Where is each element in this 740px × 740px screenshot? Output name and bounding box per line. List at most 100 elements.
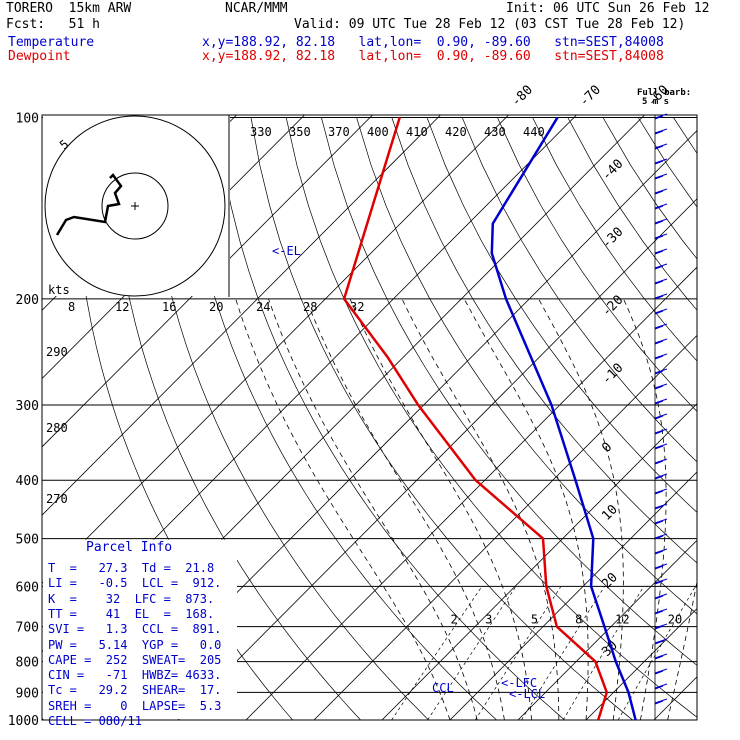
- moist-adiabat: [623, 298, 667, 720]
- isotherm-line: [722, 115, 740, 720]
- wind-barb: [654, 488, 668, 495]
- parcel-info-line: CELL = 080/11: [48, 714, 142, 728]
- wind-barb: [654, 368, 668, 375]
- dewpoint-profile: [342, 117, 609, 721]
- dry-adiabat: [426, 117, 697, 513]
- isotherm-label: 20: [599, 570, 621, 592]
- wind-barb: [654, 638, 668, 645]
- isotherm-label: -80: [509, 83, 536, 110]
- plot-frame: [41, 114, 698, 721]
- moist-adiabat: [235, 298, 451, 720]
- source-label: NCAR/MMM: [225, 1, 288, 16]
- mixing-ratio-label: 2: [450, 613, 457, 627]
- dry-adiabat: [637, 117, 697, 208]
- wind-speed-label: 16: [162, 300, 176, 314]
- wind-speed-label: 24: [256, 300, 270, 314]
- wind-barb: [654, 308, 668, 315]
- wind-barb: [654, 668, 668, 675]
- wind-speed-label: 32: [350, 300, 364, 314]
- hodograph-ring-inner: [101, 172, 169, 240]
- wind-barb: [654, 503, 668, 510]
- parcel-info-line: K = 32 LFC = 873.: [48, 591, 215, 606]
- moist-adiabat: [401, 298, 560, 720]
- moist-adiabat: [463, 298, 589, 720]
- theta-label: 370: [328, 125, 350, 139]
- parcel-info-line: SREH = 0 LAPSE= 5.3: [48, 698, 222, 713]
- barb-legend-label: Full barb:: [637, 88, 691, 98]
- isotherm-label: -30: [599, 225, 626, 252]
- parcel-box-bg: [43, 539, 237, 719]
- dry-adiabat: [709, 118, 740, 721]
- wind-barb: [654, 218, 668, 225]
- valid-label: Valid: 09 UTC Tue 28 Feb 12 (03 CST Tue …: [294, 17, 686, 32]
- moist-adiabat: [268, 298, 478, 720]
- wind-barb: [654, 113, 668, 120]
- wind-barb: [654, 443, 668, 450]
- theta-label: 400: [367, 125, 389, 139]
- hodograph-ring-outer: [44, 115, 226, 297]
- parcel-info-line: Tc = 29.2 SHEAR= 17.: [48, 683, 222, 698]
- dry-adiabat: [602, 117, 697, 260]
- dry-adiabat: [109, 117, 361, 720]
- hodograph-unit-label: kts: [48, 283, 70, 297]
- wind-barb: [654, 338, 668, 345]
- theta-label: 410: [406, 125, 428, 139]
- pressure-tick-label: 500: [16, 533, 39, 548]
- isotherm-label: 0: [599, 440, 615, 456]
- wind-barb: [654, 128, 668, 135]
- theta-label: 440: [523, 125, 545, 139]
- wind-barb: [654, 413, 668, 420]
- azimuth-label: 280: [46, 421, 68, 435]
- isotherm-line: [517, 539, 697, 720]
- parcel-info-line: TT = 41 EL = 168.: [48, 606, 215, 621]
- mixing-ratio-line: [521, 586, 605, 720]
- isotherm-label: 10: [599, 502, 621, 524]
- wind-barb: [654, 293, 668, 300]
- pressure-tick-label: 400: [16, 474, 39, 489]
- isotherm-line: [245, 266, 697, 720]
- azimuth-label: 290: [46, 345, 68, 359]
- dry-adiabat: [461, 117, 697, 463]
- wind-barb: [654, 428, 668, 435]
- parcel-info-line: LI = -0.5 LCL = 912.: [48, 576, 222, 591]
- wind-barb: [654, 323, 668, 330]
- wind-barb: [654, 653, 668, 660]
- mixing-ratio-line: [427, 586, 517, 720]
- el-marker: <-EL: [272, 244, 301, 258]
- wind-speed-label: 20: [209, 300, 223, 314]
- mixing-ratio-line: [617, 586, 696, 720]
- parcel-info-line: SVI = 1.3 CCL = 891.: [48, 622, 222, 637]
- isotherm-label: -40: [599, 157, 626, 184]
- wind-barb: [654, 383, 668, 390]
- wind-barb: [654, 188, 668, 195]
- pressure-tick-label: 600: [16, 580, 39, 595]
- temp-location-line: x,y=188.92, 82.18 lat,lon= 0.90, -89.60 …: [202, 35, 664, 50]
- init-label: Init: 06 UTC Sun 26 Feb 12: [506, 1, 710, 16]
- wind-barb: [654, 143, 668, 150]
- wind-barb: [654, 158, 668, 165]
- wind-speed-label: 12: [115, 300, 129, 314]
- moist-adiabat: [349, 298, 532, 720]
- dry-adiabat: [250, 117, 633, 720]
- wind-barb: [654, 548, 668, 555]
- dry-adiabat: [391, 117, 697, 564]
- azimuth-label: 270: [46, 492, 68, 506]
- lcl-marker: <-LCL: [509, 687, 545, 701]
- wind-barb: [654, 533, 668, 540]
- dry-adiabat: [673, 117, 697, 154]
- wind-barb: [654, 263, 668, 270]
- wind-barb: [654, 233, 668, 240]
- isotherm-line: [42, 115, 373, 448]
- isotherm-line: [585, 607, 697, 720]
- wind-barb: [654, 353, 668, 360]
- isotherm-line: [177, 198, 697, 720]
- mixing-ratio-label: 3: [485, 613, 492, 627]
- theta-label: 350: [289, 125, 311, 139]
- mixing-ratio-line: [391, 586, 483, 720]
- isotherm-line: [313, 334, 697, 720]
- forecast-label: Fcst: 51 h: [6, 17, 100, 32]
- dry-adiabat: [356, 117, 697, 615]
- theta-label: 420: [445, 125, 467, 139]
- wind-speed-label: 28: [303, 300, 317, 314]
- pressure-tick-label: 900: [16, 686, 39, 701]
